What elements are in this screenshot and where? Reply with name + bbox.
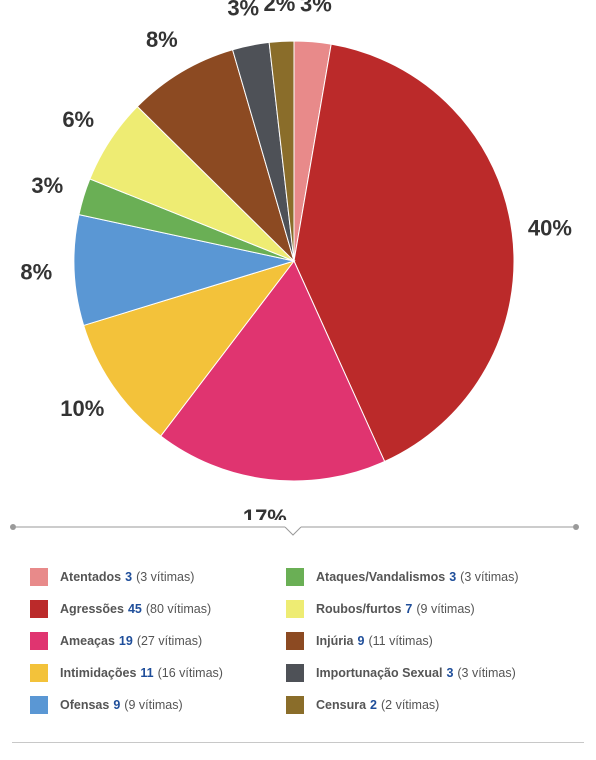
legend-count: 2 <box>370 698 377 712</box>
legend-item: Importunação Sexual 3 (3 vítimas) <box>286 662 570 684</box>
section-divider <box>10 524 579 536</box>
legend-label: Agressões <box>60 602 124 616</box>
legend-item: Intimidações 11 (16 vítimas) <box>30 662 286 684</box>
legend-swatch <box>30 632 48 650</box>
legend-victims: (80 vítimas) <box>145 602 212 616</box>
slice-percent-label-3: 10% <box>60 396 104 421</box>
pie-slice-2 <box>159 260 386 482</box>
legend-label: Ofensas <box>60 698 110 712</box>
slice-percent-label-8: 3% <box>227 0 259 21</box>
legend-swatch <box>30 696 48 714</box>
legend-item: Ataques/Vandalismos 3 (3 vítimas) <box>286 566 570 588</box>
legend-swatch <box>286 632 304 650</box>
legend-label: Ameaças <box>60 634 115 648</box>
legend-label: Injúria <box>316 634 354 648</box>
bottom-rule <box>12 742 584 743</box>
legend-item: Censura 2 (2 vítimas) <box>286 694 570 716</box>
legend-victims: (9 vítimas) <box>124 698 183 712</box>
legend-victims: (16 vítimas) <box>157 666 223 680</box>
legend-count: 11 <box>140 666 154 680</box>
slice-percent-label-9: 2% <box>264 0 296 16</box>
slice-percent-label-5: 3% <box>31 173 63 198</box>
legend-item: Injúria 9 (11 vítimas) <box>286 630 570 652</box>
legend-swatch <box>286 568 304 586</box>
legend-label: Importunação Sexual <box>316 666 443 680</box>
legend-count: 9 <box>113 698 121 712</box>
pie-slice-9 <box>268 40 295 262</box>
legend-item: Ameaças 19 (27 vítimas) <box>30 630 286 652</box>
legend-label: Ataques/Vandalismos <box>316 570 446 584</box>
divider-chevron <box>284 526 302 536</box>
legend-count: 9 <box>357 634 365 648</box>
legend-item: Roubos/furtos 7 (9 vítimas) <box>286 598 570 620</box>
legend-count: 3 <box>125 570 133 584</box>
legend-item: Atentados 3 (3 vítimas) <box>30 566 286 588</box>
legend-count: 3 <box>446 666 454 680</box>
legend-count: 7 <box>405 602 413 616</box>
legend-victims: (9 vítimas) <box>416 602 475 616</box>
legend-swatch <box>286 600 304 618</box>
slice-percent-label-2: 17% <box>243 505 287 520</box>
slice-percent-label-0: 3% <box>300 0 332 16</box>
legend-label: Censura <box>316 698 367 712</box>
legend-label: Intimidações <box>60 666 137 680</box>
legend-swatch <box>30 568 48 586</box>
legend-victims: (27 vítimas) <box>136 634 203 648</box>
legend-item: Agressões 45 (80 vítimas) <box>30 598 286 620</box>
legend-victims: (3 vítimas) <box>457 666 516 680</box>
legend-victims: (11 vítimas) <box>368 634 433 648</box>
legend-swatch <box>286 696 304 714</box>
legend-swatch <box>286 664 304 682</box>
slice-percent-label-6: 6% <box>62 107 94 132</box>
legend-victims: (3 vítimas) <box>136 570 195 584</box>
pie-slice-1 <box>293 43 515 463</box>
slice-percent-label-4: 8% <box>20 259 52 284</box>
chart-legend: Atentados 3 (3 vítimas) Ataques/Vandalismos… <box>30 566 570 716</box>
pie-slice-4 <box>73 214 296 327</box>
legend-swatch <box>30 664 48 682</box>
legend-victims: (3 vítimas) <box>460 570 519 584</box>
legend-count: 45 <box>127 602 142 616</box>
slice-percent-label-1: 40% <box>528 216 572 241</box>
divider-dot-right <box>573 524 579 530</box>
legend-count: 19 <box>118 634 133 648</box>
pie-chart: 3%40%17%10%8%3%6%8%3% 2% <box>20 0 572 520</box>
legend-item: Ofensas 9 (9 vítimas) <box>30 694 286 716</box>
slice-percent-label-7: 8% <box>146 27 178 52</box>
legend-count: 3 <box>449 570 457 584</box>
pie-slice-7 <box>136 49 296 263</box>
divider-dot-left <box>10 524 16 530</box>
legend-victims: (2 vítimas) <box>380 698 440 712</box>
pie-slice-3 <box>83 260 296 437</box>
legend-label: Atentados <box>60 570 122 584</box>
legend-label: Roubos/furtos <box>316 602 402 616</box>
legend-swatch <box>30 600 48 618</box>
